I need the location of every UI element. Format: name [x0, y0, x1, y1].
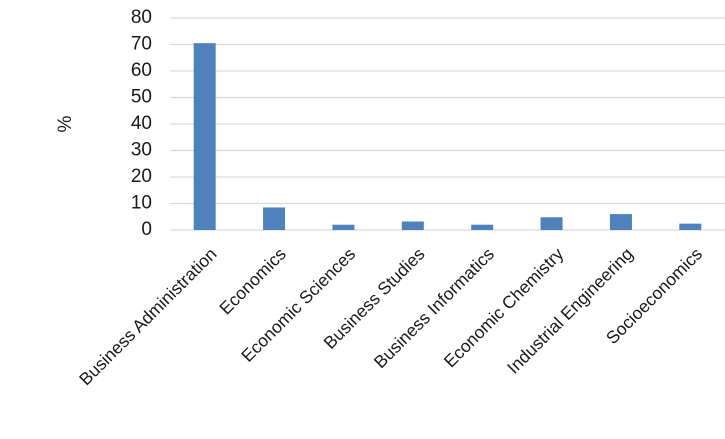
category-labels: Business AdministrationEconomicsEconomic… — [75, 244, 706, 390]
y-tick-label: 30 — [131, 140, 152, 161]
bar — [609, 214, 632, 230]
bar — [540, 217, 563, 230]
y-tick-labels: 0 10 20 30 40 50 60 70 80 — [131, 7, 152, 240]
y-tick-label: 50 — [131, 87, 152, 108]
category-label: Economic Sciences — [237, 244, 359, 366]
gridlines — [170, 17, 725, 231]
bar — [332, 224, 355, 230]
y-tick-label: 10 — [131, 193, 152, 214]
category-label: Business Informatics — [370, 244, 498, 372]
bar — [679, 223, 702, 230]
y-tick-label: 20 — [131, 166, 152, 187]
y-tick-label: 70 — [131, 34, 152, 55]
bar — [193, 43, 216, 230]
y-tick-label: 60 — [131, 60, 152, 81]
category-label: Business Administration — [75, 244, 221, 390]
category-label: Industrial Engineering — [503, 244, 637, 378]
y-axis-title: % — [55, 115, 76, 132]
bars — [193, 43, 702, 230]
y-tick-label: 40 — [131, 113, 152, 134]
y-tick-label: 80 — [131, 7, 152, 28]
category-label: Economics — [215, 244, 290, 319]
bar — [263, 207, 286, 230]
y-tick-label: 0 — [141, 219, 152, 240]
category-label: Economic Chemistry — [440, 244, 568, 372]
bar — [471, 224, 494, 230]
bar — [401, 221, 424, 230]
